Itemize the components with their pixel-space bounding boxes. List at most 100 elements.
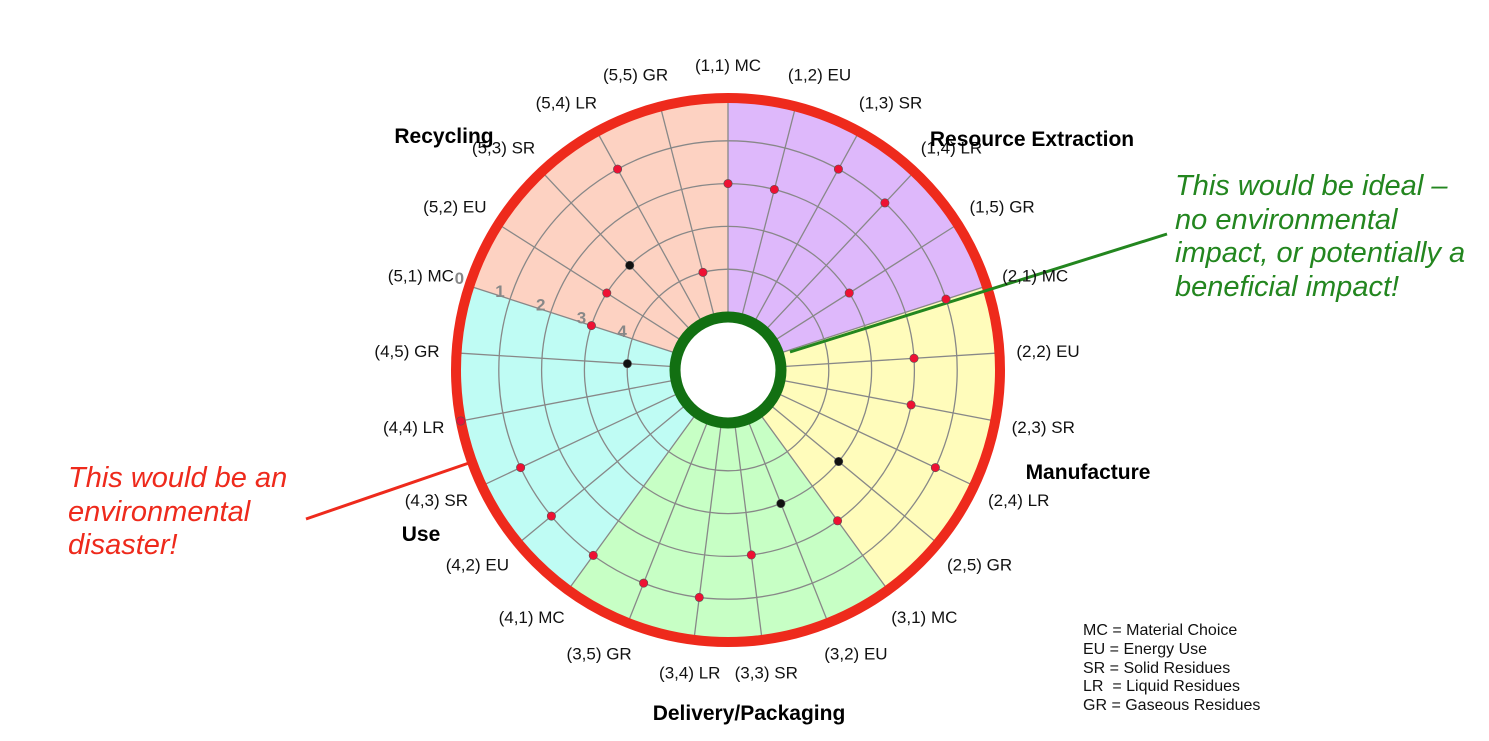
grid-spoke: [693, 427, 722, 640]
stage-label: Resource Extraction: [930, 128, 1134, 151]
spoke-label: (5,5) GR: [603, 66, 668, 85]
spoke-label: (3,1) MC: [891, 608, 957, 627]
spoke-label: (2,1) MC: [1002, 267, 1068, 286]
grid-spoke: [755, 131, 860, 320]
spoke-label: (1,4) LR: [921, 139, 982, 158]
spoke-label: (5,2) EU: [423, 198, 486, 217]
stage-sector: [568, 370, 888, 642]
disaster-annotation: This would be an environmental disaster!: [68, 462, 288, 562]
grid-spoke: [518, 406, 684, 544]
ring-value-label: 0: [455, 269, 464, 288]
grid-spoke: [567, 416, 695, 591]
score-dot: [833, 516, 843, 526]
score-dot: [546, 511, 556, 521]
spoke-label: (1,5) GR: [970, 198, 1035, 217]
score-dots: [456, 164, 951, 602]
score-dot: [880, 198, 890, 208]
score-dot: [906, 400, 916, 410]
abbreviation-legend: MC = Material Choice EU = Energy Use SR …: [1083, 622, 1260, 716]
legend-item-mc: MC = Material Choice: [1083, 622, 1238, 639]
score-dot: [723, 179, 733, 189]
legend-item-lr: LR = Liquid Residues: [1083, 678, 1240, 696]
spoke-label: (2,5) GR: [947, 555, 1012, 574]
inner-boundary-ring: [669, 311, 787, 429]
score-dot: [456, 416, 466, 426]
score-dot: [602, 288, 612, 298]
boundary-rings: [451, 93, 1005, 647]
score-dot: [694, 592, 704, 602]
spoke-label: (2,3) SR: [1012, 418, 1075, 437]
spoke-label: (5,4) LR: [536, 94, 597, 113]
grid-spoke: [784, 380, 996, 422]
legend-item-gr: GR = Gaseous Residues: [1083, 697, 1261, 715]
spoke-label: (4,3) SR: [405, 491, 468, 510]
stage-label: Delivery/Packaging: [653, 702, 846, 725]
score-dot: [776, 499, 786, 509]
grid-spoke: [772, 406, 938, 544]
spoke-label: (4,4) LR: [383, 418, 444, 437]
spoke-label: (3,5) GR: [567, 645, 632, 664]
stage-sector: [728, 285, 1000, 591]
spoke-label: (1,2) EU: [788, 66, 851, 85]
spoke-label: (4,5) GR: [374, 342, 439, 361]
stage-label: Manufacture: [1026, 461, 1151, 484]
ring-value-label: 4: [617, 322, 627, 341]
score-dot: [909, 353, 919, 363]
score-dot: [698, 267, 708, 277]
score-dot: [622, 359, 632, 369]
stage-sector: [456, 285, 728, 591]
grid-spoke: [782, 285, 987, 353]
grid-spoke: [734, 427, 763, 640]
score-dot: [844, 288, 854, 298]
spoke-label: (3,4) LR: [659, 664, 720, 683]
grid-spoke: [741, 106, 797, 314]
score-dot: [941, 294, 951, 304]
spoke-label: (5,1) MC: [388, 267, 454, 286]
spoke-label: (2,2) EU: [1016, 342, 1079, 361]
stage-label: Use: [402, 523, 441, 546]
spoke-label: (2,4) LR: [988, 491, 1049, 510]
grid-spoke: [785, 352, 1000, 368]
grid-spoke: [748, 423, 829, 624]
spoke-label: (4,2) EU: [446, 555, 509, 574]
spoke-label: (3,3) SR: [735, 664, 798, 683]
score-dot: [516, 463, 526, 473]
grid-spoke: [596, 131, 701, 320]
grid-spoke: [460, 380, 672, 422]
grid-spoke: [659, 106, 715, 314]
score-dot: [625, 260, 635, 270]
grid-spoke: [469, 285, 674, 353]
score-dot: [746, 550, 756, 560]
ideal-pointer-line: [789, 232, 1168, 354]
annotation-pointers: [305, 232, 1168, 521]
spoke-label: (4,1) MC: [499, 608, 565, 627]
score-dot: [834, 457, 844, 467]
grid-spoke: [767, 171, 915, 329]
spoke-label: (3,2) EU: [824, 645, 887, 664]
score-dot: [930, 463, 940, 473]
score-dot: [586, 321, 596, 331]
legend-item-sr: SR = Solid Residues: [1083, 659, 1231, 677]
disaster-pointer-line: [305, 461, 470, 521]
score-dot: [613, 164, 623, 174]
grid-spoke: [780, 394, 975, 487]
chart-labels: (1,1) MC (1,2) EU (1,3) SR (1,4) LR (1,5) GR…: [374, 56, 1150, 725]
spoke-label: (1,3) SR: [859, 94, 922, 113]
spoke-label: (1,1) MC: [695, 56, 761, 75]
grid-spoke: [497, 223, 680, 340]
score-dot: [833, 164, 843, 174]
score-dot: [769, 184, 779, 194]
grid-spoke: [627, 423, 708, 624]
ring-value-label: 1: [495, 282, 504, 301]
grid-spoke: [761, 416, 889, 591]
ring-value-label: 3: [577, 309, 586, 328]
grid-spoke: [481, 394, 676, 487]
stage-label: Recycling: [394, 125, 493, 148]
polar-grid: [456, 98, 1000, 640]
grid-spoke: [776, 223, 959, 340]
grid-spoke: [456, 352, 671, 368]
spoke-label: (5,3) SR: [472, 139, 535, 158]
score-dot: [639, 578, 649, 588]
grid-spoke: [541, 171, 689, 329]
score-dot: [588, 550, 598, 560]
